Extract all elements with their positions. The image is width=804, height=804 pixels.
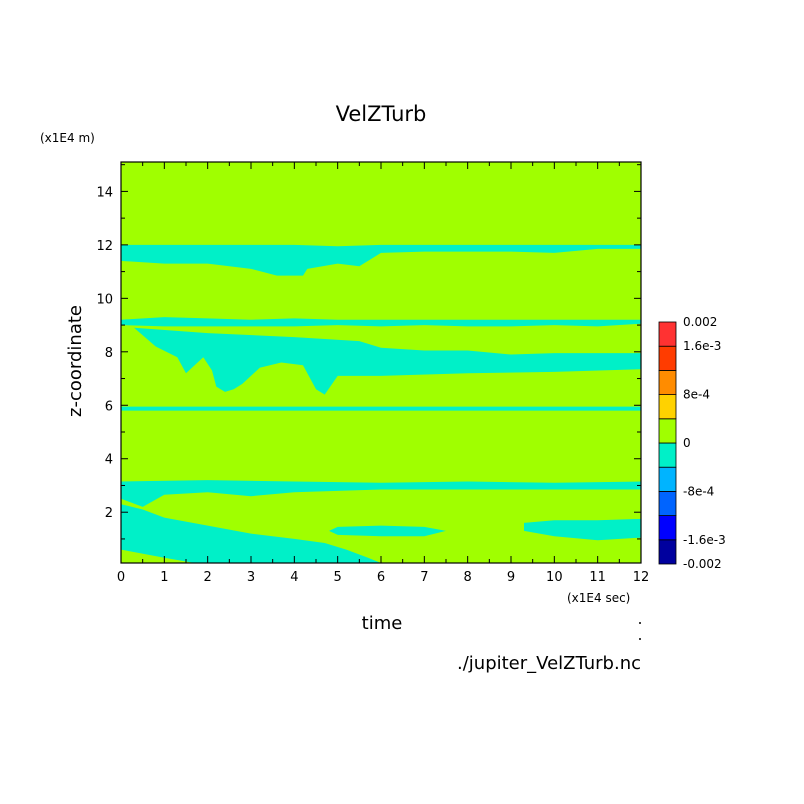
x-tick-label: 8 (464, 570, 472, 585)
contour-region (121, 480, 641, 507)
contour-region (121, 504, 381, 563)
colorbar-label: 8e-4 (683, 388, 710, 402)
mark-dot (639, 622, 641, 624)
x-tick-label: 11 (589, 570, 606, 585)
x-tick-label: 12 (633, 570, 650, 585)
x-tick-label: 9 (507, 570, 515, 585)
colorbar-label: -0.002 (683, 557, 722, 571)
x-axis: 0 1 2 3 4 5 6 7 8 9 10 11 12 (117, 162, 649, 585)
colorbar-label: -8e-4 (683, 484, 714, 498)
y-tick-label: 6 (105, 399, 113, 414)
chart-title: VelZTurb (336, 102, 427, 126)
colorbar-swatch (658, 515, 677, 541)
colorbar-swatch (658, 490, 677, 516)
colorbar-swatch (658, 466, 677, 492)
colorbar: 0.002 1.6e-3 8e-4 0 -8e-4 -1.6e-3 -0.002 (658, 315, 726, 571)
x-axis-label: time (362, 613, 403, 634)
colorbar-swatch (658, 394, 677, 420)
contour-region (121, 244, 641, 276)
dataset-filename: ./jupiter_VelZTurb.nc (457, 653, 641, 674)
x-tick-label: 2 (204, 570, 212, 585)
y-tick-label: 2 (105, 506, 113, 521)
x-tick-label: 7 (420, 570, 428, 585)
colorbar-swatch (658, 369, 677, 395)
colorbar-swatch (658, 345, 677, 371)
small-marks (639, 622, 641, 640)
x-axis-unit: (x1E4 sec) (567, 591, 630, 605)
y-tick-label: 12 (96, 239, 113, 254)
contour-region (329, 525, 446, 537)
x-tick-label: 4 (290, 570, 298, 585)
contour-region (524, 518, 641, 541)
y-axis-label: z-coordinate (65, 305, 86, 417)
colorbar-swatch (658, 539, 677, 565)
y-tick-label: 10 (96, 292, 113, 307)
contour-region (121, 317, 641, 327)
x-tick-label: 0 (117, 570, 125, 585)
x-tick-label: 3 (247, 570, 255, 585)
y-axis: 2 4 6 8 10 12 14 (96, 164, 641, 540)
colorbar-label: 1.6e-3 (683, 339, 721, 353)
colorbar-label: -1.6e-3 (683, 533, 726, 547)
colorbar-label: 0.002 (683, 315, 717, 329)
contour-region (134, 327, 641, 395)
x-tick-label: 10 (546, 570, 563, 585)
colorbar-swatch (658, 442, 677, 468)
y-tick-label: 4 (105, 453, 113, 468)
colorbar-swatch (658, 321, 677, 347)
y-axis-unit: (x1E4 m) (40, 131, 95, 145)
x-tick-label: 1 (160, 570, 168, 585)
colorbar-label: 0 (683, 436, 691, 450)
colorbar-swatch (658, 418, 677, 444)
mark-dot (639, 638, 641, 640)
y-tick-label: 14 (96, 185, 113, 200)
plot-area (120, 161, 642, 564)
x-tick-label: 5 (334, 570, 342, 585)
y-tick-label: 8 (105, 346, 113, 361)
x-tick-label: 6 (377, 570, 385, 585)
contour-region (121, 406, 641, 411)
